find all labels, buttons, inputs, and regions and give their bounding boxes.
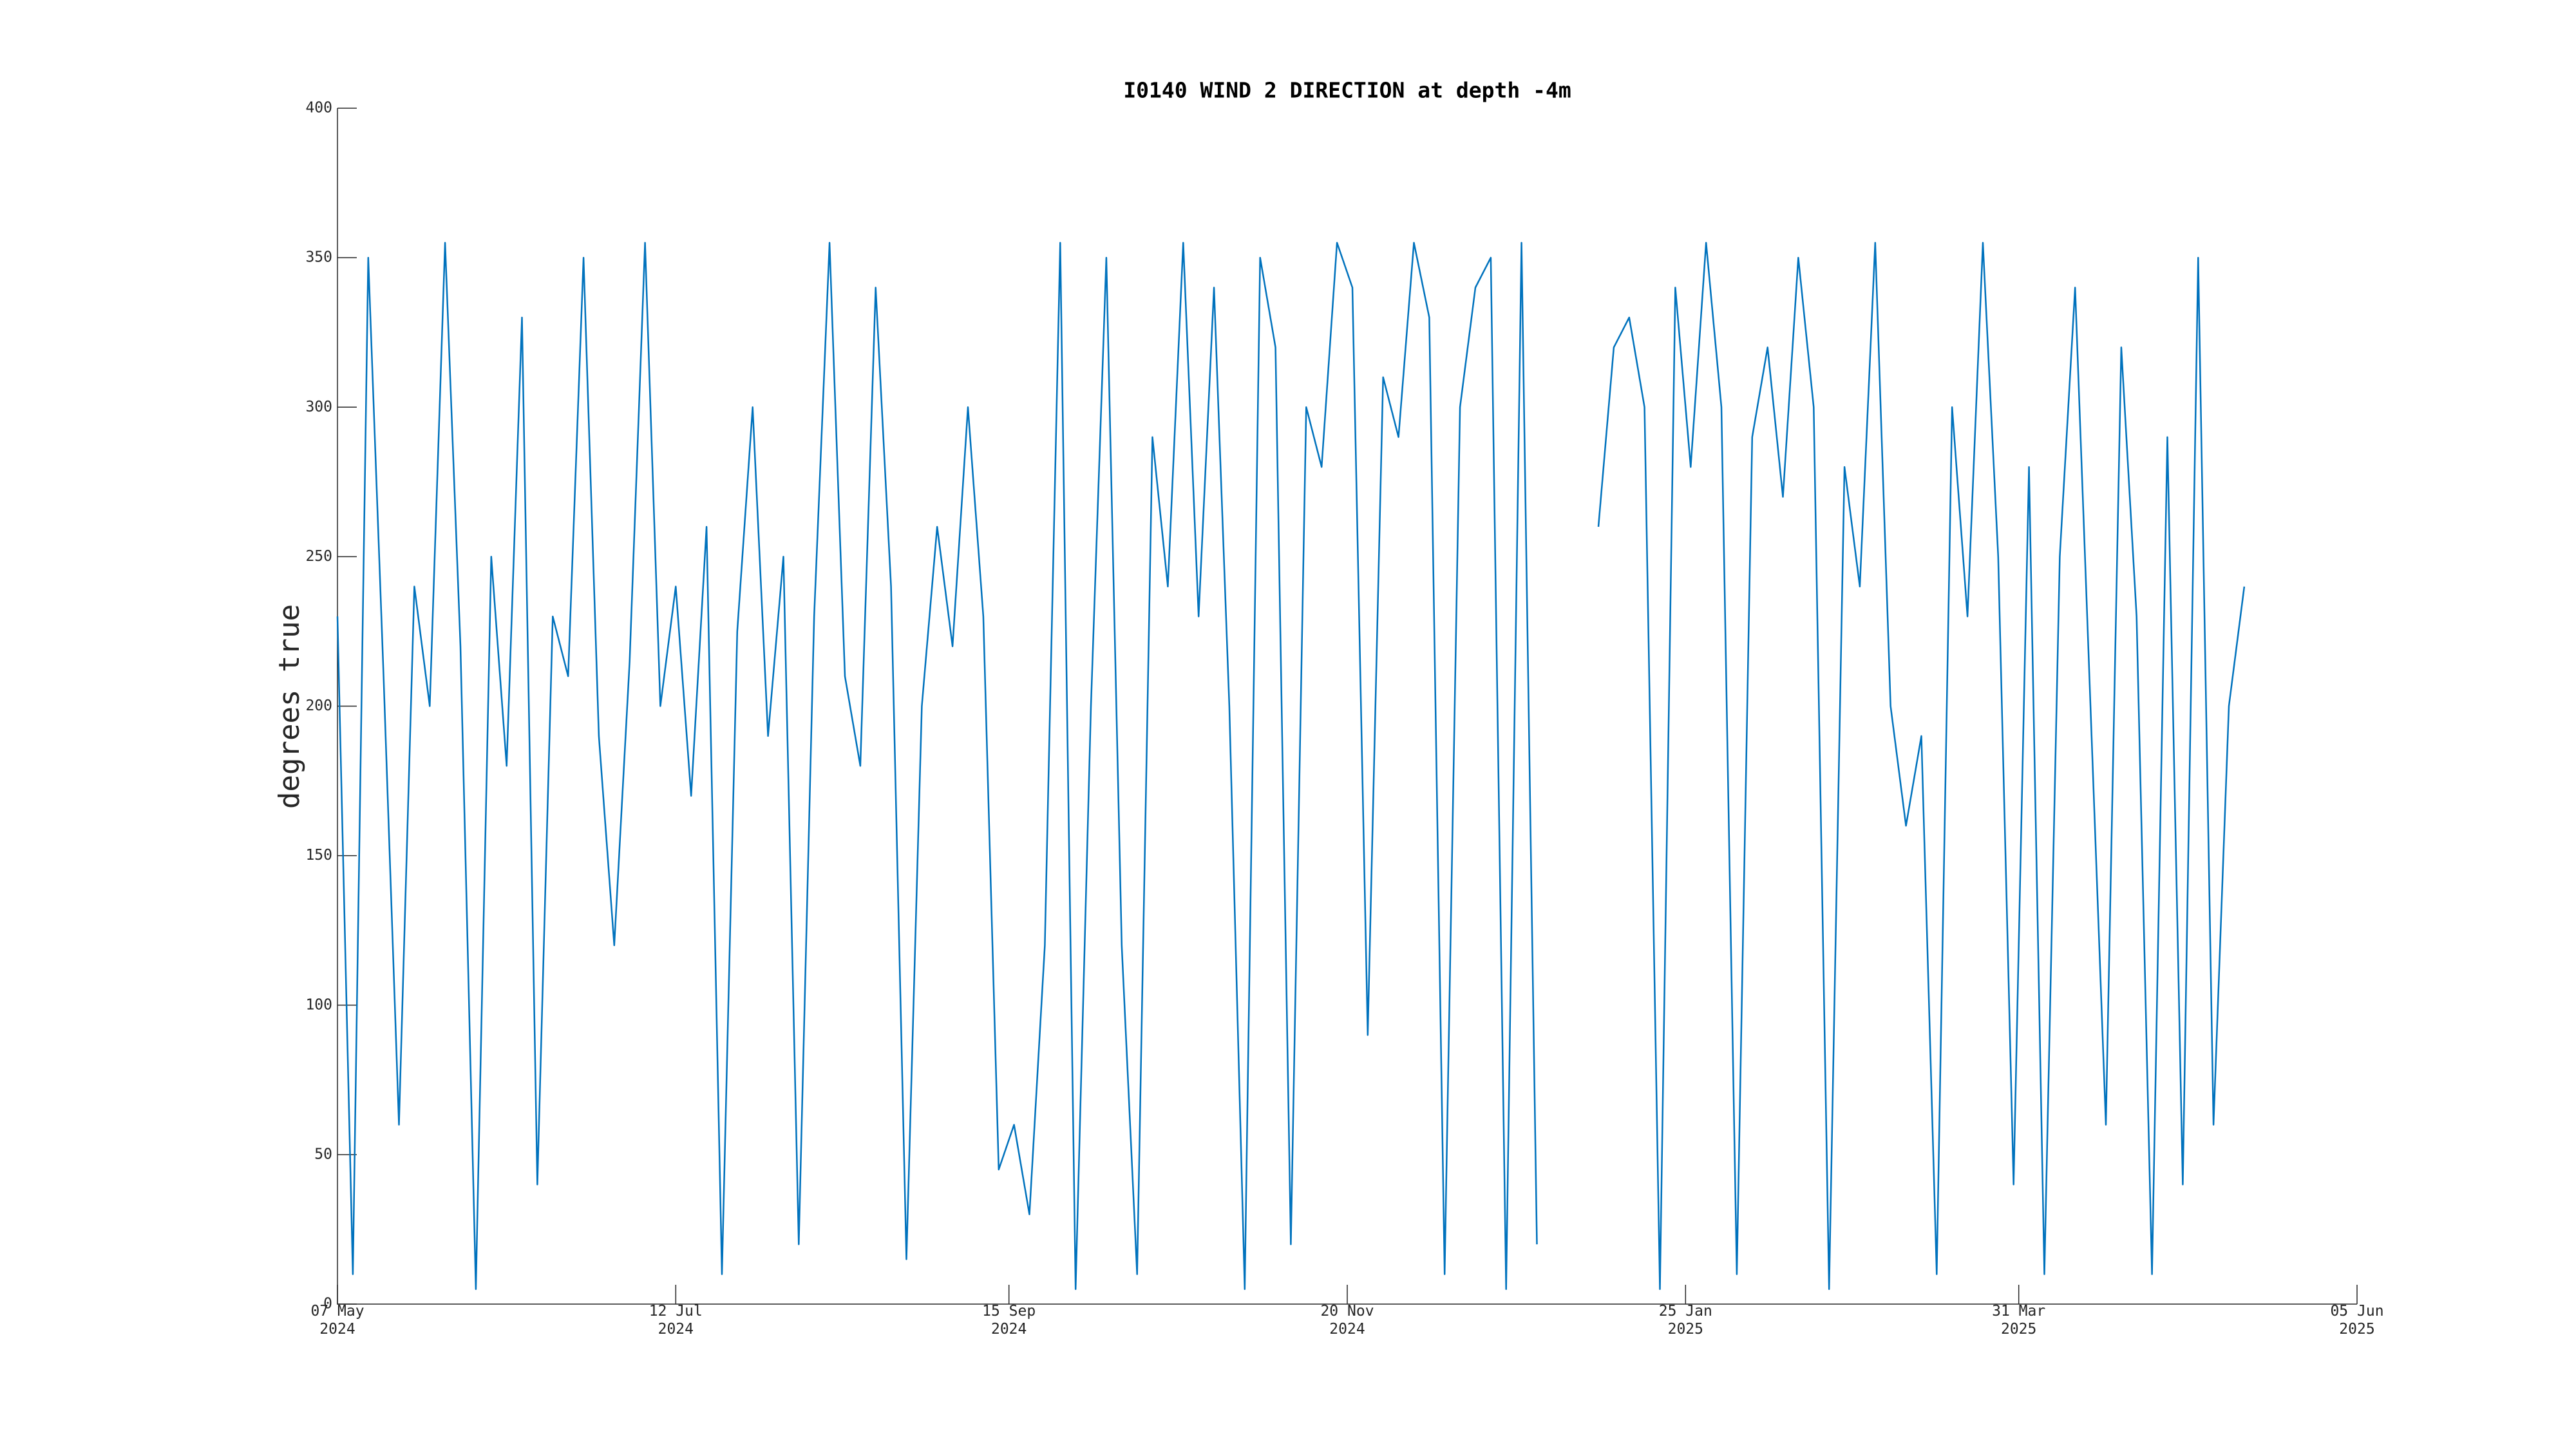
y-tick-label: 150 bbox=[305, 847, 332, 864]
data-line bbox=[336, 242, 2246, 1291]
chart-title: I0140 WIND 2 DIRECTION at depth -4m bbox=[1123, 78, 1571, 103]
x-tick-label: 07 May 2024 bbox=[310, 1303, 364, 1338]
x-tick-label: 25 Jan 2025 bbox=[1659, 1303, 1712, 1338]
x-tick-label: 31 Mar 2025 bbox=[1992, 1303, 2045, 1338]
y-tick-label: 100 bbox=[305, 996, 332, 1013]
y-tick-label: 400 bbox=[305, 100, 332, 117]
x-tick-label: 12 Jul 2024 bbox=[649, 1303, 703, 1338]
y-tick-label: 350 bbox=[305, 249, 332, 266]
y-axis-label: degrees true bbox=[273, 604, 306, 809]
y-tick-label: 50 bbox=[314, 1146, 332, 1162]
x-tick-label: 20 Nov 2024 bbox=[1320, 1303, 1374, 1338]
y-tick-label: 300 bbox=[305, 399, 332, 415]
x-tick-label: 05 Jun 2025 bbox=[2330, 1303, 2383, 1338]
axes bbox=[337, 108, 2357, 1305]
y-tick-label: 0 bbox=[323, 1296, 332, 1312]
y-tick-label: 200 bbox=[305, 697, 332, 714]
x-tick-label: 15 Sep 2024 bbox=[982, 1303, 1036, 1338]
y-tick-label: 250 bbox=[305, 548, 332, 565]
